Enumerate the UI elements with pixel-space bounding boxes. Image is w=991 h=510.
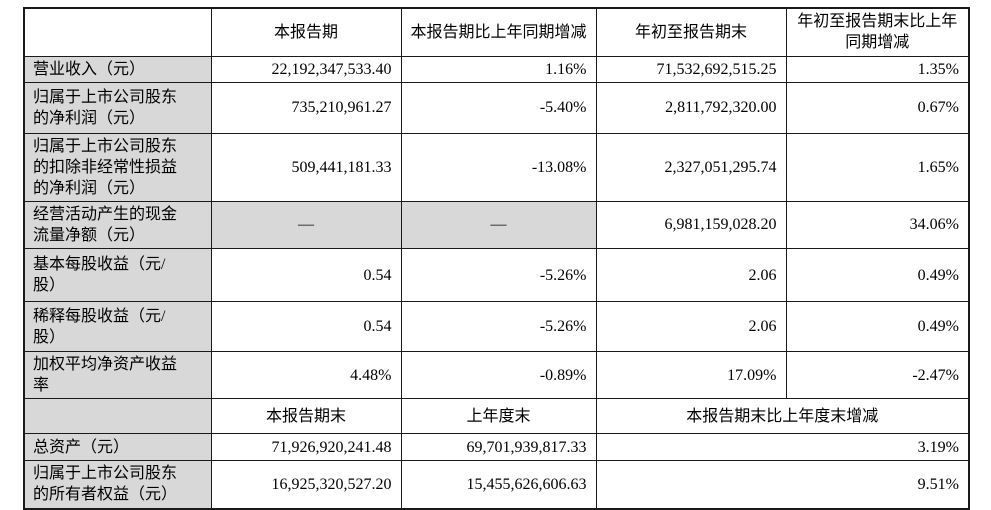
- value-cell: 22,192,347,533.40: [210, 55, 402, 83]
- header-cell-current-period: 本报告期: [210, 7, 402, 57]
- value-cell-dash: —: [210, 200, 402, 250]
- table-row-net-profit: 归属于上市公司股东的净利润（元） 735,210,961.27 -5.40% 2…: [23, 81, 970, 134]
- report-page: 本报告期 本报告期比上年同期增减 年初至报告期末 年初至报告期末比上年同期增减 …: [23, 7, 970, 510]
- value-cell: 17.09%: [595, 351, 787, 400]
- value-cell: 1.35%: [785, 55, 970, 83]
- value-cell: 509,441,181.33: [210, 132, 402, 202]
- value-cell: 2,327,051,295.74: [595, 132, 787, 202]
- value-cell: 2,811,792,320.00: [595, 81, 787, 134]
- value-cell: 69,701,939,817.33: [400, 433, 597, 462]
- value-cell: 15,455,626,606.63: [400, 460, 597, 510]
- header-row-period: 本报告期 本报告期比上年同期增减 年初至报告期末 年初至报告期末比上年同期增减: [23, 7, 970, 57]
- header-cell-period-end: 本报告期末: [210, 398, 402, 435]
- value-cell: 6,981,159,028.20: [595, 200, 787, 250]
- table-row-total-assets: 总资产（元） 71,926,920,241.48 69,701,939,817.…: [23, 433, 970, 462]
- table-row-basic-eps: 基本每股收益（元/股） 0.54 -5.26% 2.06 0.49%: [23, 248, 970, 303]
- row-label: 总资产（元）: [23, 433, 212, 462]
- table-row-weighted-avg-roe: 加权平均净资产收益率 4.48% -0.89% 17.09% -2.47%: [23, 351, 970, 400]
- value-cell-dash: —: [400, 200, 597, 250]
- value-cell: 0.67%: [785, 81, 970, 134]
- header-cell-blank: [23, 398, 212, 435]
- value-cell: -2.47%: [785, 351, 970, 400]
- row-label: 稀释每股收益（元/股）: [23, 301, 212, 353]
- header-row-period-end: 本报告期末 上年度末 本报告期末比上年度末增减: [23, 398, 970, 435]
- value-cell: 0.54: [210, 248, 402, 303]
- table-row-net-profit-excl-nonrecurring: 归属于上市公司股东的扣除非经常性损益的净利润（元） 509,441,181.33…: [23, 132, 970, 202]
- row-label: 加权平均净资产收益率: [23, 351, 212, 400]
- row-label: 归属于上市公司股东的净利润（元）: [23, 81, 212, 134]
- table-row-revenue: 营业收入（元） 22,192,347,533.40 1.16% 71,532,6…: [23, 55, 970, 83]
- value-cell: 3.19%: [595, 433, 970, 462]
- header-cell-ytd-yoy-change: 年初至报告期末比上年同期增减: [785, 7, 970, 57]
- value-cell: -5.40%: [400, 81, 597, 134]
- value-cell: 9.51%: [595, 460, 970, 510]
- value-cell: 34.06%: [785, 200, 970, 250]
- value-cell: -5.26%: [400, 301, 597, 353]
- financial-summary-table: 本报告期 本报告期比上年同期增减 年初至报告期末 年初至报告期末比上年同期增减 …: [23, 7, 970, 510]
- row-label: 经营活动产生的现金流量净额（元）: [23, 200, 212, 250]
- value-cell: 71,926,920,241.48: [210, 433, 402, 462]
- header-cell-prev-year-end: 上年度末: [400, 398, 597, 435]
- header-cell-ytd: 年初至报告期末: [595, 7, 787, 57]
- value-cell: 4.48%: [210, 351, 402, 400]
- row-label: 营业收入（元）: [23, 55, 212, 83]
- value-cell: 71,532,692,515.25: [595, 55, 787, 83]
- value-cell: 2.06: [595, 301, 787, 353]
- value-cell: 16,925,320,527.20: [210, 460, 402, 510]
- row-label: 归属于上市公司股东的所有者权益（元）: [23, 460, 212, 510]
- value-cell: 735,210,961.27: [210, 81, 402, 134]
- header-cell-yoy-change: 本报告期比上年同期增减: [400, 7, 597, 57]
- value-cell: -0.89%: [400, 351, 597, 400]
- value-cell: 2.06: [595, 248, 787, 303]
- row-label: 归属于上市公司股东的扣除非经常性损益的净利润（元）: [23, 132, 212, 202]
- value-cell: 1.65%: [785, 132, 970, 202]
- header-cell-blank: [23, 7, 212, 57]
- table-row-operating-cash-flow: 经营活动产生的现金流量净额（元） — — 6,981,159,028.20 34…: [23, 200, 970, 250]
- value-cell: 0.54: [210, 301, 402, 353]
- row-label: 基本每股收益（元/股）: [23, 248, 212, 303]
- table-row-shareholders-equity: 归属于上市公司股东的所有者权益（元） 16,925,320,527.20 15,…: [23, 460, 970, 510]
- value-cell: 0.49%: [785, 301, 970, 353]
- value-cell: -13.08%: [400, 132, 597, 202]
- table-row-diluted-eps: 稀释每股收益（元/股） 0.54 -5.26% 2.06 0.49%: [23, 301, 970, 353]
- header-cell-change-vs-prev-year-end: 本报告期末比上年度末增减: [595, 398, 970, 435]
- value-cell: 0.49%: [785, 248, 970, 303]
- value-cell: 1.16%: [400, 55, 597, 83]
- value-cell: -5.26%: [400, 248, 597, 303]
